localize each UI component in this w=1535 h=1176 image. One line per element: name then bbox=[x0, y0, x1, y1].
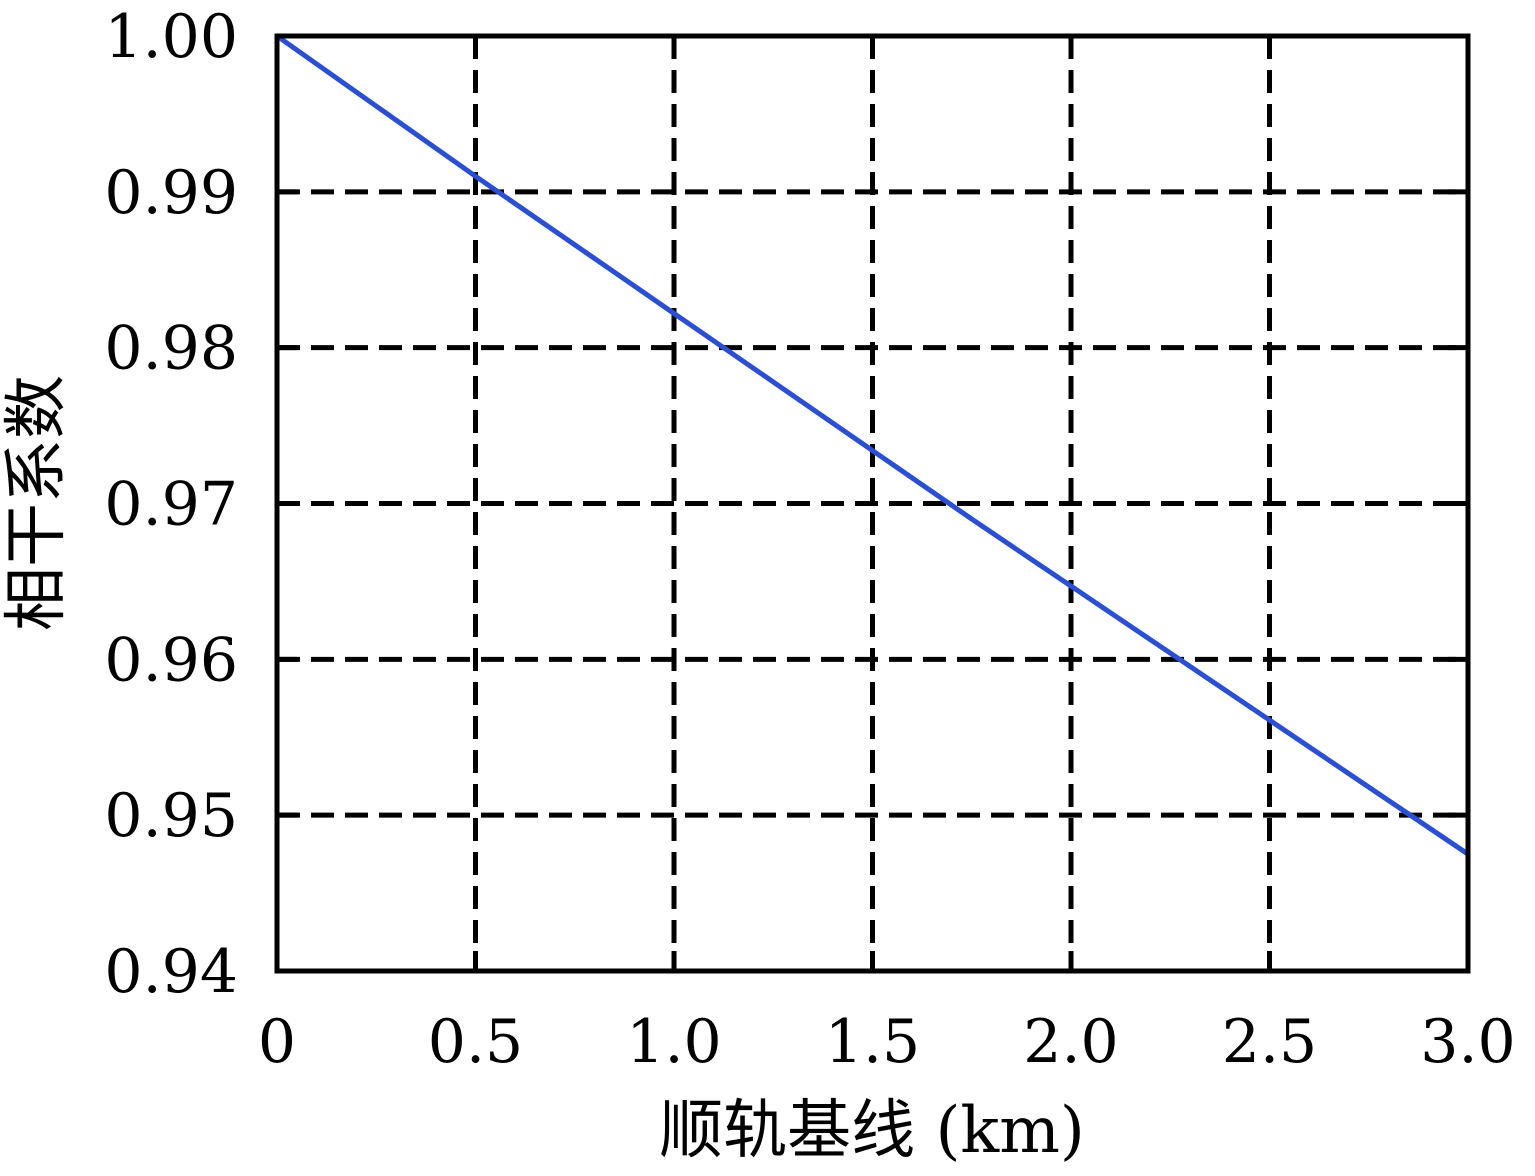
x-tick-label: 1.0 bbox=[626, 1007, 721, 1077]
coherence-curve bbox=[274, 33, 1471, 857]
x-tick-labels: 0 0.5 1.0 1.5 2.0 2.5 3.0 bbox=[258, 1007, 1516, 1077]
x-tick-label: 2.0 bbox=[1023, 1007, 1118, 1077]
x-tick-label: 3.0 bbox=[1420, 1007, 1515, 1077]
plot-frame bbox=[274, 33, 1471, 974]
x-tick-label: 0.5 bbox=[428, 1007, 523, 1077]
x-tick-label: 0 bbox=[258, 1007, 296, 1077]
x-tick-label: 2.5 bbox=[1222, 1007, 1317, 1077]
y-tick-label: 0.97 bbox=[104, 470, 238, 540]
y-tick-label: 1.00 bbox=[104, 2, 238, 72]
x-tick-label: 1.5 bbox=[825, 1007, 920, 1077]
y-tick-label: 0.96 bbox=[104, 625, 238, 695]
grid-layer bbox=[277, 36, 1468, 971]
y-tick-label: 0.98 bbox=[104, 314, 238, 384]
x-axis-label: 顺轨基线 (km) bbox=[659, 1094, 1085, 1168]
tick-marks-layer bbox=[274, 33, 1471, 974]
y-tick-label: 0.94 bbox=[104, 937, 238, 1007]
y-axis-label: 相干系数 bbox=[0, 375, 74, 631]
y-tick-label: 0.95 bbox=[104, 781, 238, 851]
y-tick-labels: 0.94 0.95 0.96 0.97 0.98 0.99 1.00 bbox=[104, 2, 238, 1007]
y-tick-label: 0.99 bbox=[104, 158, 238, 228]
